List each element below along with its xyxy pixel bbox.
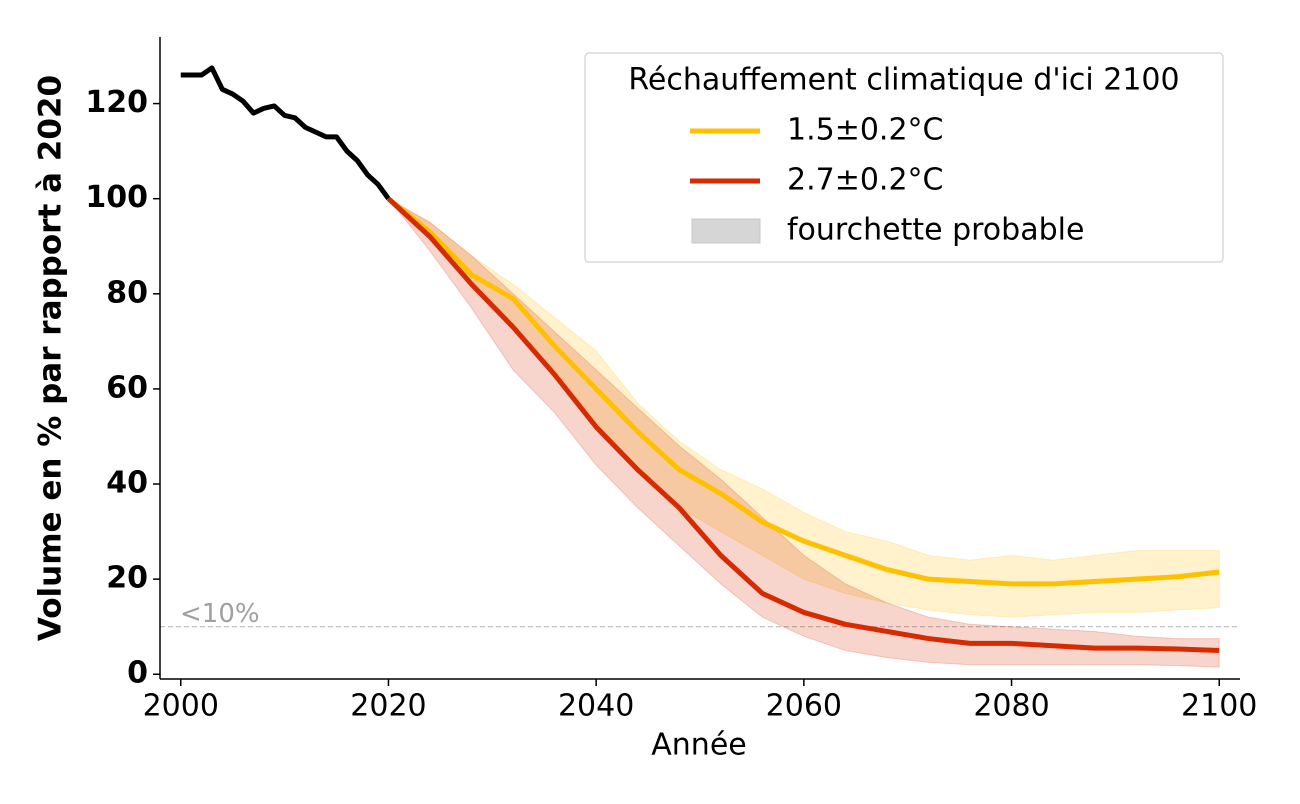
reference-label: <10% — [180, 599, 260, 629]
x-tick-label: 2100 — [1181, 689, 1257, 724]
x-tick-label: 2020 — [350, 689, 426, 724]
legend-label: 1.5±0.2°C — [787, 113, 944, 148]
legend-title: Réchauffement climatique d'ici 2100 — [628, 63, 1179, 98]
legend-label: 2.7±0.2°C — [787, 163, 944, 198]
series-line — [386, 196, 1220, 587]
y-tick-label: 60 — [106, 370, 148, 405]
legend-box — [584, 52, 1224, 263]
y-tick-label: 100 — [85, 180, 148, 215]
y-tick-label: 20 — [106, 561, 148, 596]
x-tick-label: 2000 — [143, 689, 219, 724]
legend-label: fourchette probable — [787, 213, 1084, 248]
y-tick-label: 0 — [127, 656, 148, 691]
uncertainty-band — [388, 198, 1220, 668]
series-line — [180, 65, 391, 201]
x-tick-label: 2080 — [973, 689, 1049, 724]
x-tick-label: 2040 — [558, 689, 634, 724]
y-tick-label: 120 — [85, 85, 148, 120]
series-line — [386, 196, 1220, 653]
y-tick-label: 80 — [106, 275, 148, 310]
x-tick-label: 2060 — [766, 689, 842, 724]
y-axis-label: Volume en % par rapport à 2020 — [33, 75, 69, 641]
x-axis-label: Année — [651, 728, 746, 763]
legend-band-swatch — [691, 218, 761, 244]
y-tick-label: 40 — [106, 466, 148, 501]
